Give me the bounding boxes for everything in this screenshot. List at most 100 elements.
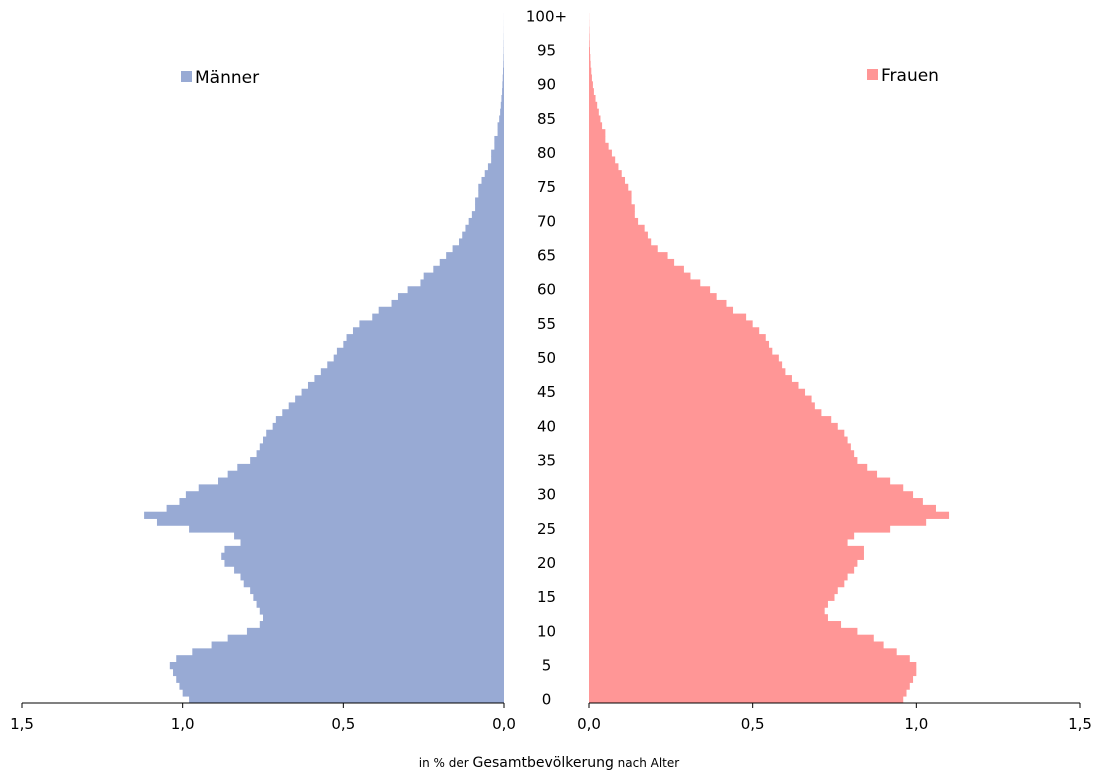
bar-maenner-age-64 — [439, 258, 504, 267]
bar-frauen-age-79 — [589, 156, 616, 164]
bar-frauen-age-1 — [589, 689, 907, 697]
bar-frauen-age-25 — [589, 525, 891, 533]
maenner-bars — [144, 13, 505, 704]
bar-maenner-age-13 — [259, 607, 504, 615]
bar-maenner-age-63 — [433, 265, 504, 274]
bar-frauen-age-83 — [589, 129, 606, 137]
bar-frauen-age-15 — [589, 593, 835, 601]
bar-maenner-age-68 — [462, 231, 504, 239]
right-x-tick-label: 1,0 — [904, 715, 928, 733]
bar-maenner-age-17 — [243, 580, 504, 588]
bar-maenner-age-89 — [502, 88, 504, 96]
age-label: 60 — [537, 281, 556, 299]
bar-maenner-age-7 — [192, 648, 504, 656]
bar-maenner-age-45 — [301, 388, 504, 396]
bar-frauen-age-67 — [589, 238, 652, 246]
bar-frauen-age-44 — [589, 395, 812, 403]
bar-frauen-age-59 — [589, 293, 717, 301]
bar-frauen-age-45 — [589, 388, 806, 396]
bar-frauen-age-87 — [589, 101, 598, 110]
bar-frauen-age-23 — [589, 539, 848, 547]
age-label: 15 — [537, 588, 556, 606]
bar-maenner-age-18 — [240, 573, 505, 581]
bar-maenner-age-76 — [481, 176, 504, 185]
bar-frauen-age-34 — [589, 463, 868, 472]
bar-maenner-age-35 — [250, 457, 504, 465]
bar-frauen-age-37 — [589, 443, 851, 451]
bar-frauen-age-12 — [589, 614, 828, 622]
bar-maenner-age-33 — [227, 470, 505, 478]
bar-maenner-age-42 — [282, 409, 504, 417]
bar-maenner-age-9 — [227, 634, 505, 642]
bar-maenner-age-71 — [471, 211, 504, 219]
x-axis-title-part2: Gesamtbevölkerung — [473, 755, 614, 771]
bar-frauen-age-81 — [589, 142, 609, 151]
bar-maenner-age-83 — [497, 129, 504, 137]
bar-frauen-age-7 — [589, 648, 897, 656]
bar-maenner-age-82 — [494, 135, 504, 144]
bar-frauen-age-5 — [589, 662, 917, 670]
bar-maenner-age-61 — [420, 279, 504, 287]
bar-maenner-age-23 — [240, 539, 505, 547]
bar-frauen-age-6 — [589, 655, 910, 663]
bar-maenner-age-47 — [314, 375, 504, 383]
bar-frauen-age-11 — [589, 621, 842, 629]
bar-frauen-age-84 — [589, 122, 603, 130]
age-label: 85 — [537, 110, 556, 128]
bar-maenner-age-53 — [346, 334, 504, 342]
frauen-bars — [589, 13, 950, 704]
bar-frauen-age-72 — [589, 204, 635, 212]
age-label: 0 — [542, 691, 552, 709]
bar-frauen-age-54 — [589, 327, 760, 335]
bar-frauen-age-90 — [589, 81, 593, 89]
x-axis-title-part1: in % der — [419, 756, 473, 770]
bar-maenner-age-40 — [272, 422, 504, 431]
age-label: 50 — [537, 349, 556, 367]
age-label: 5 — [542, 656, 552, 674]
bar-frauen-age-58 — [589, 299, 727, 308]
bar-maenner-age-67 — [459, 238, 504, 246]
bar-frauen-age-14 — [589, 600, 828, 608]
age-label: 80 — [537, 144, 556, 162]
bar-maenner-age-22 — [224, 545, 504, 554]
legend-maenner-swatch — [181, 71, 192, 82]
age-label: 65 — [537, 247, 556, 265]
bar-maenner-age-77 — [484, 170, 504, 178]
bar-maenner-age-16 — [250, 586, 504, 595]
bar-frauen-age-28 — [589, 504, 936, 513]
bar-maenner-age-41 — [275, 416, 504, 424]
bar-maenner-age-30 — [185, 491, 504, 499]
bar-frauen-age-66 — [589, 245, 658, 253]
bar-frauen-age-38 — [589, 436, 848, 444]
bar-maenner-age-72 — [475, 204, 504, 212]
bar-maenner-age-26 — [156, 518, 504, 526]
bar-maenner-age-2 — [179, 682, 504, 690]
bar-frauen-age-76 — [589, 176, 626, 185]
x-axis-title-part3: nach Alter — [614, 756, 679, 770]
bar-frauen-age-56 — [589, 313, 747, 321]
bar-frauen-age-80 — [589, 149, 612, 157]
left-x-tick-label: 0,5 — [331, 715, 355, 733]
bar-frauen-age-41 — [589, 416, 832, 424]
bar-frauen-age-10 — [589, 627, 858, 636]
bar-frauen-age-60 — [589, 286, 711, 294]
bar-maenner-age-28 — [166, 504, 504, 513]
bar-frauen-age-36 — [589, 450, 855, 458]
bar-frauen-age-62 — [589, 272, 691, 280]
bar-maenner-age-38 — [263, 436, 504, 444]
age-label: 40 — [537, 417, 556, 435]
bar-frauen-age-94 — [589, 53, 591, 62]
age-label: 20 — [537, 554, 556, 572]
bar-maenner-age-36 — [256, 450, 504, 458]
bar-frauen-age-73 — [589, 197, 632, 205]
left-x-tick-label: 0,0 — [492, 715, 516, 733]
bar-maenner-age-48 — [320, 368, 504, 376]
bar-maenner-age-20 — [224, 559, 504, 567]
bar-maenner-age-62 — [423, 272, 504, 280]
bar-frauen-age-43 — [589, 402, 815, 410]
bar-frauen-age-40 — [589, 422, 838, 431]
bar-maenner-age-14 — [256, 600, 504, 608]
bar-frauen-age-4 — [589, 668, 917, 677]
bar-maenner-age-65 — [446, 252, 504, 260]
bar-frauen-age-57 — [589, 306, 734, 314]
